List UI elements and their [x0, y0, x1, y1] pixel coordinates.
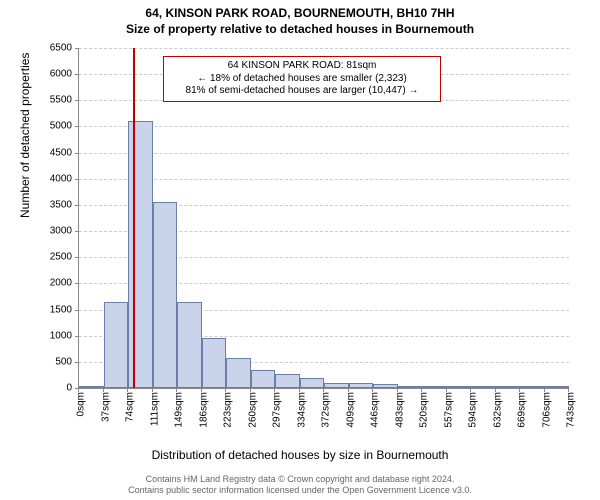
histogram-bar: [79, 386, 104, 388]
ytick-mark: [75, 336, 79, 337]
xtick-label: 594sqm: [468, 392, 479, 428]
histogram-bar: [422, 386, 447, 388]
xtick-label: 74sqm: [125, 392, 136, 422]
footer: Contains HM Land Registry data © Crown c…: [0, 474, 600, 496]
ytick-label: 4000: [32, 173, 72, 184]
annotation-line-2: ← 18% of detached houses are smaller (2,…: [170, 73, 434, 86]
histogram-bar: [202, 338, 227, 388]
footer-line-1: Contains HM Land Registry data © Crown c…: [0, 474, 600, 485]
ytick-label: 3500: [32, 199, 72, 210]
ytick-mark: [75, 310, 79, 311]
histogram-bar: [349, 383, 374, 388]
xtick-label: 483sqm: [394, 392, 405, 428]
ytick-label: 500: [32, 356, 72, 367]
reference-marker-line: [133, 48, 135, 388]
ytick-mark: [75, 74, 79, 75]
xtick-label: 223sqm: [223, 392, 234, 428]
annotation-box: 64 KINSON PARK ROAD: 81sqm ← 18% of deta…: [163, 56, 441, 102]
histogram-bar: [177, 302, 202, 388]
histogram-bar: [104, 302, 129, 388]
xtick-label: 37sqm: [100, 392, 111, 422]
footer-line-2: Contains public sector information licen…: [0, 485, 600, 496]
histogram-bar: [398, 386, 423, 388]
histogram-bar: [496, 386, 521, 388]
title-line-2: Size of property relative to detached ho…: [0, 22, 600, 38]
ytick-mark: [75, 362, 79, 363]
histogram-bar: [128, 121, 153, 388]
ytick-mark: [75, 257, 79, 258]
ytick-label: 1500: [32, 304, 72, 315]
xtick-label: 334sqm: [296, 392, 307, 428]
ytick-label: 6500: [32, 43, 72, 54]
histogram-bar: [545, 386, 570, 388]
xtick-label: 111sqm: [149, 392, 160, 426]
ytick-mark: [75, 231, 79, 232]
xtick-label: 260sqm: [247, 392, 258, 428]
annotation-line-1: 64 KINSON PARK ROAD: 81sqm: [170, 60, 434, 73]
title-line-1: 64, KINSON PARK ROAD, BOURNEMOUTH, BH10 …: [0, 6, 600, 22]
ytick-mark: [75, 48, 79, 49]
histogram-bar: [447, 386, 472, 388]
gridline: [79, 179, 569, 180]
ytick-mark: [75, 153, 79, 154]
x-axis-title: Distribution of detached houses by size …: [0, 448, 600, 462]
ytick-mark: [75, 205, 79, 206]
xtick-label: 149sqm: [174, 392, 185, 428]
ytick-label: 1000: [32, 330, 72, 341]
ytick-mark: [75, 283, 79, 284]
xtick-label: 446sqm: [370, 392, 381, 428]
annotation-line-3: 81% of semi-detached houses are larger (…: [170, 85, 434, 98]
ytick-label: 2000: [32, 278, 72, 289]
xtick-label: 297sqm: [272, 392, 283, 428]
ytick-mark: [75, 179, 79, 180]
histogram-bar: [373, 384, 398, 388]
xtick-label: 669sqm: [517, 392, 528, 428]
histogram-bar: [300, 378, 325, 388]
y-axis-title: Number of detached properties: [18, 53, 32, 218]
histogram-bar: [324, 383, 349, 388]
xtick-label: 743sqm: [566, 392, 577, 428]
ytick-label: 2500: [32, 252, 72, 263]
xtick-label: 706sqm: [541, 392, 552, 428]
xtick-label: 520sqm: [419, 392, 430, 428]
ytick-label: 5000: [32, 121, 72, 132]
ytick-label: 3000: [32, 226, 72, 237]
histogram-bar: [471, 386, 496, 388]
ytick-label: 4500: [32, 147, 72, 158]
histogram-bar: [275, 374, 300, 388]
gridline: [79, 126, 569, 127]
xtick-label: 632sqm: [492, 392, 503, 428]
ytick-label: 6000: [32, 69, 72, 80]
chart-title-block: 64, KINSON PARK ROAD, BOURNEMOUTH, BH10 …: [0, 0, 600, 37]
ytick-mark: [75, 126, 79, 127]
xtick-label: 409sqm: [345, 392, 356, 428]
xtick-label: 186sqm: [198, 392, 209, 428]
ytick-mark: [75, 100, 79, 101]
gridline: [79, 153, 569, 154]
gridline: [79, 48, 569, 49]
chart-container: Number of detached properties 0500100015…: [48, 48, 568, 418]
ytick-label: 0: [32, 383, 72, 394]
xtick-label: 372sqm: [321, 392, 332, 428]
xtick-label: 557sqm: [443, 392, 454, 428]
histogram-bar: [251, 370, 276, 388]
histogram-bar: [153, 202, 178, 388]
xtick-label: 0sqm: [76, 392, 87, 416]
ytick-label: 5500: [32, 95, 72, 106]
histogram-bar: [226, 358, 251, 388]
histogram-bar: [520, 386, 545, 388]
